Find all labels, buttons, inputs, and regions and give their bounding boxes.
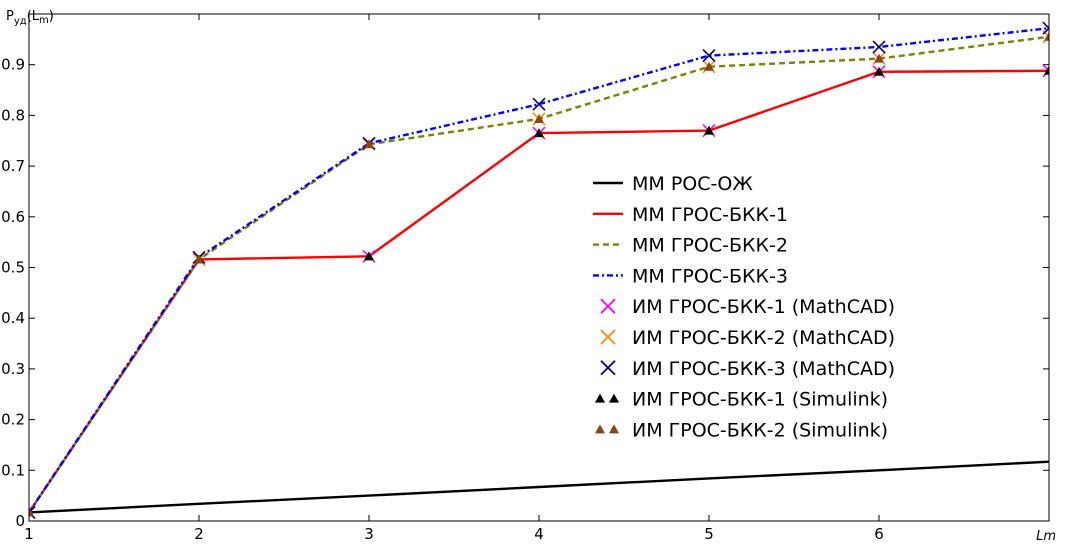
x-tick-label: 5 <box>704 525 714 543</box>
legend-item: ММ РОС-ОЖ <box>593 173 753 195</box>
legend-swatch <box>595 424 605 434</box>
y-tick-label: 0.9 <box>1 56 25 74</box>
x-tick-label: 4 <box>534 525 544 543</box>
series-line-3 <box>29 27 1049 514</box>
y-tick-label: 0.6 <box>1 208 25 226</box>
legend-swatch <box>600 298 616 314</box>
x-axis-label: Lm <box>1036 529 1056 544</box>
legend-label: ИМ ГРОС-БКК-1 (MathCAD) <box>632 296 895 318</box>
legend-item: ММ ГРОС-БКК-2 <box>593 235 788 257</box>
legend-item: ИМ ГРОС-БКК-3 (MathCAD) <box>600 358 895 380</box>
series-point-8-3 <box>534 113 544 123</box>
series-point-8-1 <box>194 254 204 264</box>
legend-label: ММ ГРОС-БКК-3 <box>632 265 788 287</box>
legend-label: ММ ГРОС-БКК-2 <box>632 235 788 257</box>
legend-label: ИМ ГРОС-БКК-3 (MathCAD) <box>632 358 895 380</box>
legend-item: ИМ ГРОС-БКК-1 (MathCAD) <box>600 296 895 318</box>
legend-swatch <box>609 424 619 434</box>
axes: 0 0.1 0.2 0.3 0.4 0.5 0.6 0.7 0.8 0.9 1 2 3 4 5 6 Pуд(Lm… <box>1 9 1056 544</box>
x-tick-label: 2 <box>194 525 204 543</box>
series-point-6-4 <box>702 49 716 63</box>
series-point-8-2 <box>364 139 374 149</box>
legend-label: ИМ ГРОС-БКК-2 (MathCAD) <box>632 327 895 349</box>
series-point-7-3 <box>534 128 544 138</box>
plot-area <box>29 21 1049 519</box>
legend-item: ММ ГРОС-БКК-1 <box>593 204 788 226</box>
y-axis-label: Pуд(Lm) <box>6 9 54 27</box>
series-point-7-2 <box>364 251 374 261</box>
legend-item: ИМ ГРОС-БКК-2 (Simulink) <box>595 419 888 441</box>
series-point-8-6 <box>1044 31 1049 41</box>
series-line-0 <box>29 460 1049 514</box>
legend-swatch <box>600 360 616 376</box>
x-tick-label: 6 <box>874 525 884 543</box>
legend-label: ММ ГРОС-БКК-1 <box>632 204 788 226</box>
series-point-8-5 <box>874 53 884 63</box>
legend-item: ИМ ГРОС-БКК-1 (Simulink) <box>595 389 888 411</box>
legend-label: ИМ ГРОС-БКК-1 (Simulink) <box>632 389 888 411</box>
legend-label: ММ РОС-ОЖ <box>632 173 753 195</box>
series-point-8-0 <box>29 507 34 517</box>
y-tick-label: 0.3 <box>1 360 25 378</box>
legend: ММ РОС-ОЖ ММ ГРОС-БКК-1 ММ ГРОС-БКК-2 ММ ГР… <box>593 173 895 441</box>
series-point-6-5 <box>872 40 886 54</box>
y-tick-label: 0.5 <box>1 259 25 277</box>
y-tick-label: 0 <box>15 512 25 530</box>
legend-label: ИМ ГРОС-БКК-2 (Simulink) <box>632 419 888 441</box>
x-tick-label: 1 <box>24 525 34 543</box>
series-point-8-4 <box>704 61 714 71</box>
y-tick-label: 0.4 <box>1 309 25 327</box>
series-point-6-6 <box>1042 21 1049 35</box>
y-tick-label: 0.1 <box>1 461 25 479</box>
legend-item: ИМ ГРОС-БКК-2 (MathCAD) <box>600 327 895 349</box>
series-point-7-4 <box>704 125 714 135</box>
legend-swatch <box>600 329 616 345</box>
legend-item: ММ ГРОС-БКК-3 <box>593 265 788 287</box>
y-tick-label: 0.8 <box>1 106 25 124</box>
series-point-7-5 <box>874 66 884 76</box>
y-tick-label: 0.7 <box>1 157 25 175</box>
y-tick-label: 0.2 <box>1 411 25 429</box>
series-line-2 <box>29 35 1049 514</box>
series-point-6-3 <box>532 97 546 111</box>
legend-swatch <box>595 393 605 403</box>
legend-swatch <box>609 393 619 403</box>
plot-frame <box>28 13 1050 522</box>
series-point-7-6 <box>1044 65 1049 75</box>
x-tick-label: 3 <box>364 525 374 543</box>
